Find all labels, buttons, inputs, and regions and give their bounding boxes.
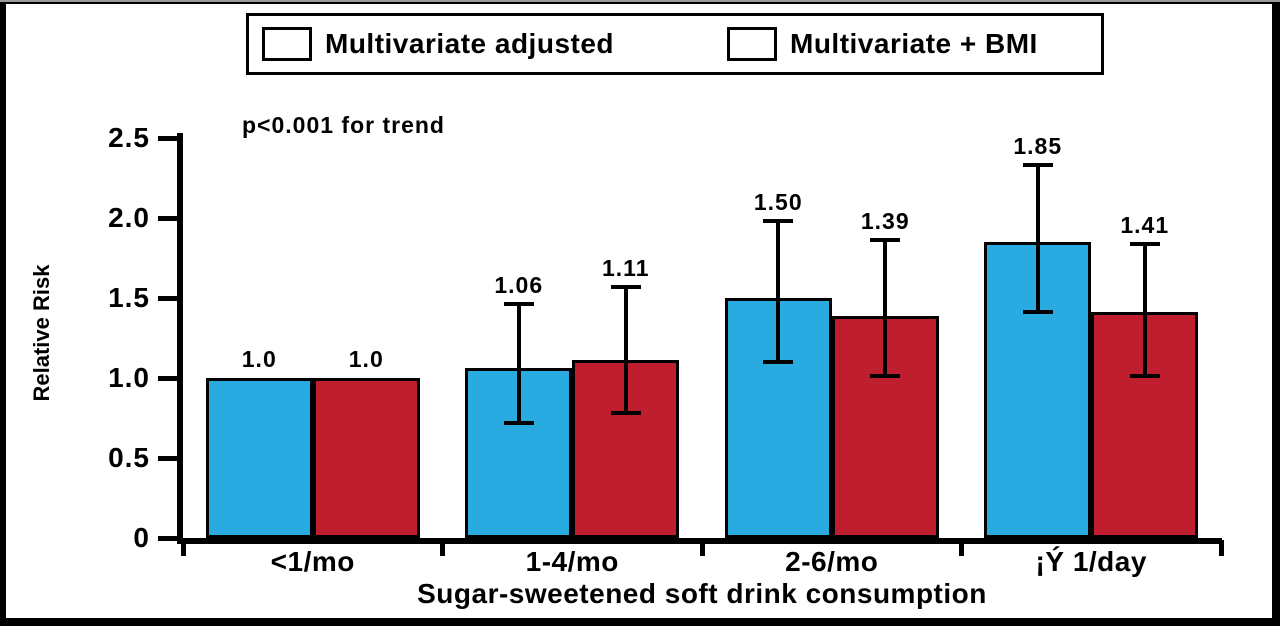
x-category-label: 1-4/mo [525,546,619,577]
error-bar-stem [883,240,888,377]
y-tick-label: 2.5 [108,122,150,153]
bar-value-label: 1.41 [1120,211,1170,238]
error-bar-cap-bottom [503,420,534,425]
bar-multivariate-bmi [312,378,420,538]
error-bar-stem [1035,165,1040,313]
error-bar-cap-bottom [1129,374,1160,379]
y-tick-label: 0 [133,522,150,553]
y-tick [158,456,183,461]
x-tick [1218,540,1224,556]
legend-swatch-blue [262,27,312,61]
error-bar-cap-bottom [1022,310,1053,315]
error-bar-cap-bottom [870,374,901,379]
x-tick [959,540,964,556]
y-axis-title: Relative Risk [29,264,54,402]
bar-value-label: 1.85 [1013,133,1063,160]
y-tick-label: 1.5 [108,282,150,313]
error-bar-stem [516,304,521,423]
bar-multivariate-bmi [572,360,680,538]
y-tick [158,296,183,301]
error-bar-stem [623,286,628,414]
y-tick [158,216,183,221]
error-bar-cap-top [1022,163,1053,168]
error-bar-cap-bottom [763,360,794,364]
x-category-label: ¡Ý 1/day [1035,546,1147,577]
y-tick-label: 1.0 [108,362,150,393]
legend-label: Multivariate adjusted [325,28,615,59]
y-tick-label: 0.5 [108,442,150,473]
error-bar-cap-top [503,302,534,307]
bar-value-label: 1.50 [753,189,803,216]
error-bar-cap-top [610,284,641,289]
y-axis-line [177,133,183,544]
bar-value-label: 1.06 [494,272,544,299]
bar-value-label: 1.0 [241,346,277,372]
bar-value-label: 1.39 [860,208,910,235]
y-tick [158,136,183,141]
x-axis-title: Sugar-sweetened soft drink consumption [417,578,987,609]
bar-value-label: 1.11 [602,254,650,281]
legend-swatch-red [727,27,777,61]
x-category-label: <1/mo [270,546,355,577]
bar-value-label: 1.0 [348,346,384,372]
bar-multivariate-adjusted [205,378,313,538]
y-tick-label: 2.0 [108,202,150,233]
y-tick [158,536,183,541]
legend-item-multivariate-adjusted: Multivariate adjusted [262,16,614,72]
error-bar-cap-bottom [610,411,641,416]
x-tick [440,540,445,556]
x-tick [180,540,186,556]
error-bar-stem [776,221,781,362]
x-category-label: 2-6/mo [785,546,879,577]
error-bar-cap-top [763,219,794,224]
error-bar-stem [1142,243,1147,377]
y-tick [158,376,183,381]
x-tick [699,540,705,556]
error-bar-cap-top [1129,241,1160,246]
legend: Multivariate adjusted Multivariate + BMI [246,13,1104,75]
p-trend-annotation: p<0.001 for trend [242,112,445,138]
legend-label: Multivariate + BMI [790,28,1038,59]
legend-item-multivariate-bmi: Multivariate + BMI [727,16,1038,72]
error-bar-cap-top [870,238,901,243]
